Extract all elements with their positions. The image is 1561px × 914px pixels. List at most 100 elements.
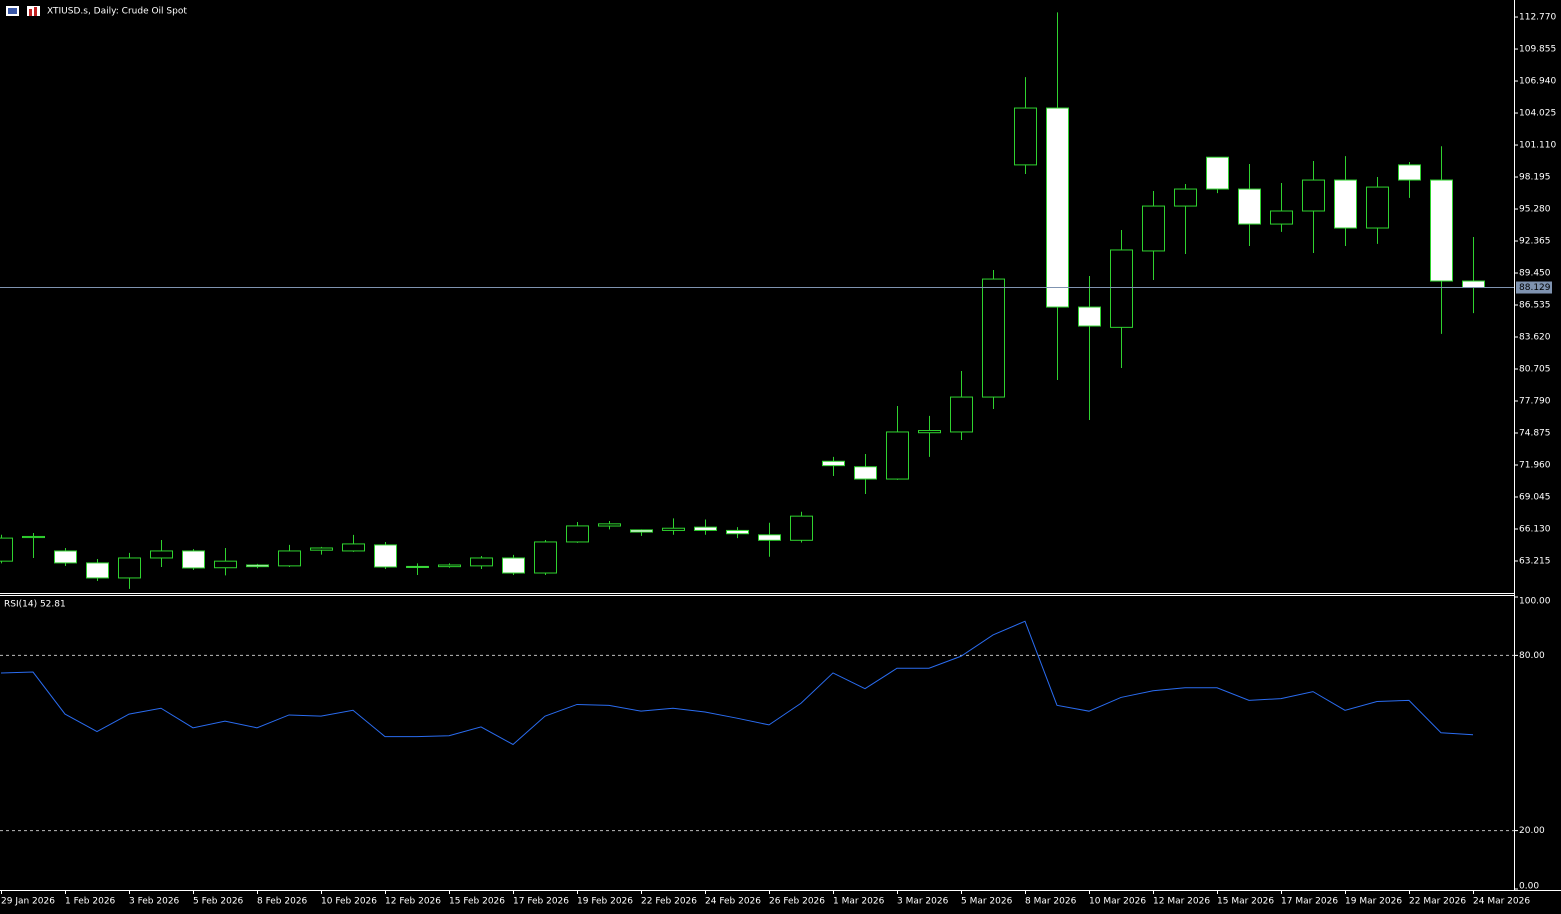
candle-body — [1174, 188, 1197, 207]
candle-body — [630, 529, 653, 533]
candle-body — [1270, 210, 1293, 225]
candle-body — [1462, 280, 1485, 289]
candle-body — [1046, 107, 1069, 308]
candle-body — [1142, 205, 1165, 252]
candle-body — [662, 527, 685, 531]
y-tick-label: 86.535 — [1519, 301, 1551, 311]
indicator-title: RSI(14) 52.81 — [4, 600, 66, 610]
candle-body — [1014, 107, 1037, 166]
candle-body — [86, 562, 109, 579]
y-tick-label: 101.110 — [1519, 141, 1556, 151]
y-tick-label: 106.940 — [1519, 77, 1556, 87]
candle-body — [502, 557, 525, 574]
y-tick-label: 89.450 — [1519, 269, 1551, 279]
y-tick-label: 95.280 — [1519, 205, 1551, 215]
y-tick-label: 69.045 — [1519, 492, 1551, 502]
candle-body — [1366, 186, 1389, 229]
icon — [27, 6, 40, 16]
candle-body — [566, 525, 589, 543]
y-tick-label: 109.855 — [1519, 45, 1556, 55]
chart-title: XTIUSD.s, Daily: Crude Oil Spot — [47, 7, 187, 17]
current-price-box — [1516, 281, 1552, 294]
y-tick-label: 80.00 — [1519, 651, 1545, 661]
candle-body — [118, 557, 141, 579]
candle-body — [150, 550, 173, 559]
candle-body — [790, 515, 813, 541]
y-tick-label: 98.195 — [1519, 173, 1551, 183]
candle-body — [54, 550, 77, 564]
x-tick-label: 12 Feb 2026 — [385, 897, 441, 907]
candle-body — [822, 460, 845, 467]
candle-body — [0, 537, 13, 562]
candle-body — [1302, 179, 1325, 212]
x-tick-label: 19 Mar 2026 — [1345, 897, 1402, 907]
x-tick-label: 15 Feb 2026 — [449, 897, 505, 907]
x-tick-label: 22 Feb 2026 — [641, 897, 697, 907]
x-tick-label: 3 Mar 2026 — [897, 897, 949, 907]
candle-body — [342, 543, 365, 552]
x-tick-label: 15 Mar 2026 — [1217, 897, 1274, 907]
x-tick-label: 10 Mar 2026 — [1089, 897, 1146, 907]
candle-body — [214, 560, 237, 569]
y-tick-label: 0.00 — [1519, 882, 1539, 892]
candle-body — [694, 526, 717, 531]
candle-body — [854, 466, 877, 480]
x-tick-label: 19 Feb 2026 — [577, 897, 633, 907]
candle-body — [534, 541, 557, 574]
x-tick-label: 1 Mar 2026 — [833, 897, 885, 907]
x-tick-label: 12 Mar 2026 — [1153, 897, 1210, 907]
y-tick-label: 20.00 — [1519, 826, 1545, 836]
x-tick-label: 24 Mar 2026 — [1473, 897, 1530, 907]
y-tick-label: 92.365 — [1519, 237, 1551, 247]
icon — [8, 8, 17, 14]
x-tick-label: 22 Mar 2026 — [1409, 897, 1466, 907]
x-tick-label: 10 Feb 2026 — [321, 897, 377, 907]
y-tick-label: 112.770 — [1519, 13, 1556, 23]
x-tick-label: 29 Jan 2026 — [1, 897, 55, 907]
x-tick-label: 5 Feb 2026 — [193, 897, 244, 907]
candle-body — [950, 396, 973, 433]
candle-body — [982, 278, 1005, 398]
candle-body — [1398, 164, 1421, 181]
y-tick-label: 74.875 — [1519, 429, 1551, 439]
y-tick-label: 77.790 — [1519, 397, 1551, 407]
x-tick-label: 8 Mar 2026 — [1025, 897, 1077, 907]
candle-body — [726, 529, 749, 535]
y-tick-label: 71.960 — [1519, 460, 1551, 470]
x-tick-label: 24 Feb 2026 — [705, 897, 761, 907]
rsi-line — [0, 620, 1474, 746]
candle-body — [1206, 156, 1229, 190]
candle-body — [1110, 249, 1133, 328]
candle-body — [1334, 179, 1357, 229]
x-tick-label: 8 Feb 2026 — [257, 897, 308, 907]
candle-body — [1238, 188, 1261, 225]
candle-body — [310, 547, 333, 551]
candle-body — [758, 534, 781, 541]
candle-body — [598, 523, 621, 527]
x-tick-label: 17 Feb 2026 — [513, 897, 569, 907]
candle-body — [182, 550, 205, 569]
candle-body — [406, 565, 429, 569]
y-tick-label: 66.130 — [1519, 524, 1551, 534]
icon — [34, 7, 37, 16]
candle-body — [374, 544, 397, 568]
candle-body — [886, 431, 909, 480]
icon — [29, 9, 32, 16]
x-tick-label: 1 Feb 2026 — [65, 897, 116, 907]
y-tick-label: 100.00 — [1519, 597, 1551, 607]
y-tick-label: 80.705 — [1519, 365, 1551, 375]
y-tick-label: 104.025 — [1519, 109, 1556, 119]
candle-body — [278, 550, 301, 567]
candle-body — [438, 564, 461, 568]
candle-body — [470, 557, 493, 567]
y-tick-label: 63.215 — [1519, 556, 1551, 566]
candle-body — [1078, 306, 1101, 327]
candle-body — [22, 535, 45, 539]
current-price-label: 88.129 — [1519, 283, 1551, 293]
x-tick-label: 17 Mar 2026 — [1281, 897, 1338, 907]
x-tick-label: 26 Feb 2026 — [769, 897, 825, 907]
x-tick-label: 3 Feb 2026 — [129, 897, 180, 907]
candle-body — [246, 564, 269, 568]
